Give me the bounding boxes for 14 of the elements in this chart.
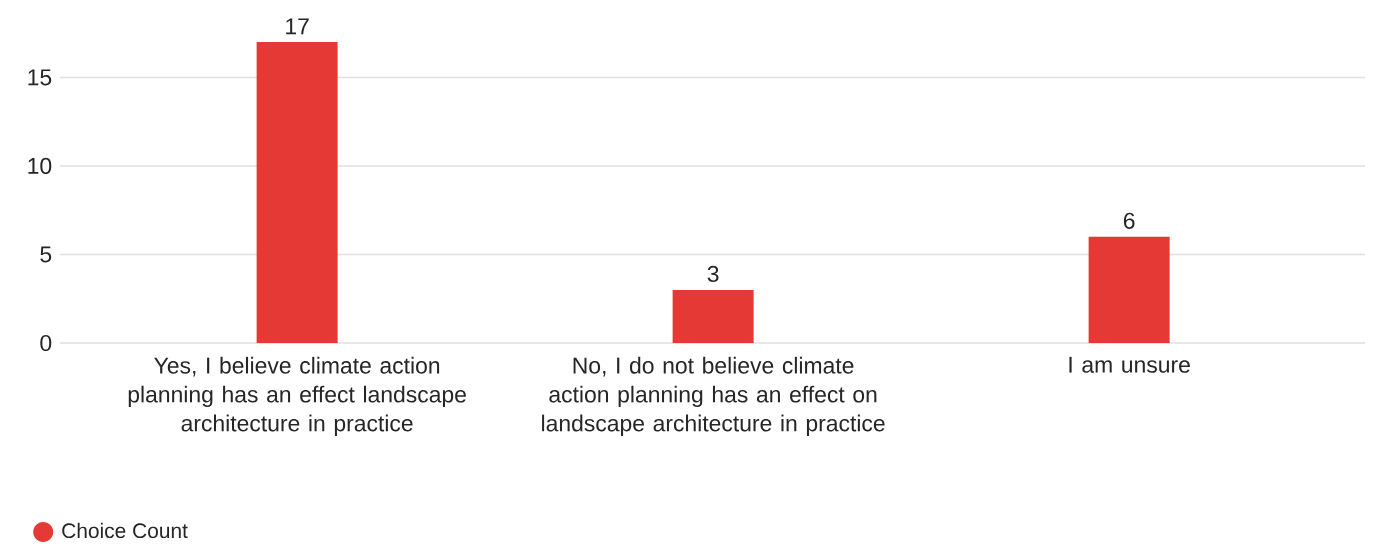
- x-tick-label: Yes, I believe climate action planning has an effect landscape architecture in practice: [128, 356, 466, 436]
- y-tick-label: 5: [40, 246, 52, 263]
- bar: [1088, 236, 1170, 343]
- bar: [672, 289, 754, 343]
- y-tick-label: 0: [40, 334, 52, 352]
- x-tick-label: No, I do not believe climate action planning has an effect on landscape architecture in practice: [542, 356, 885, 436]
- data-label: 6: [1123, 212, 1135, 229]
- data-label: 17: [286, 18, 309, 35]
- y-tick-label: 10: [28, 157, 52, 175]
- data-label: 3: [707, 265, 719, 283]
- y-tick-label: 15: [28, 69, 52, 86]
- x-tick-label: I am unsure: [1069, 356, 1190, 373]
- legend-label: Choice Count: [62, 522, 188, 539]
- bar: [256, 42, 338, 343]
